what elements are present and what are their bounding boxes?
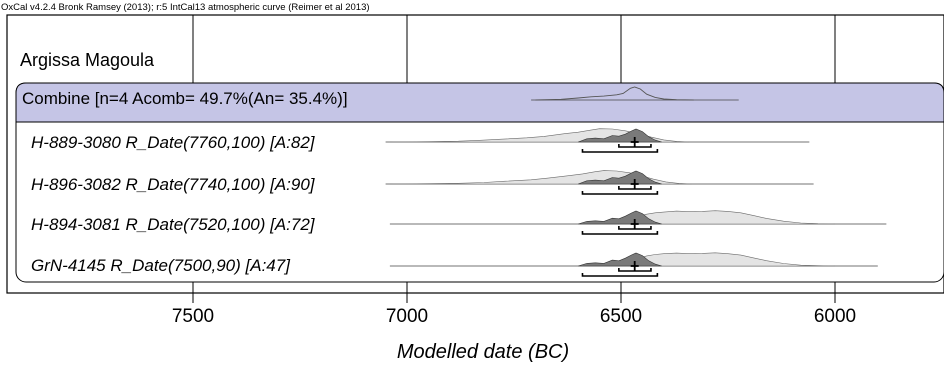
row-label: H-889-3080 R_Date(7760,100) [A:82] xyxy=(31,133,316,152)
x-tick-label: 6000 xyxy=(814,306,856,327)
row-3: H-896-3082 R_Date(7740,100) [A:90] xyxy=(31,170,814,195)
x-tick-label: 6500 xyxy=(600,306,642,327)
row-5: GrN-4145 R_Date(7500,90) [A:47] xyxy=(31,252,878,277)
posterior-distribution xyxy=(578,210,662,225)
x-axis-label: Modelled date (BC) xyxy=(397,341,569,363)
range-95-bracket xyxy=(581,149,659,153)
posterior-distribution xyxy=(578,128,662,143)
row-label: H-896-3082 R_Date(7740,100) [A:90] xyxy=(31,175,316,194)
row-2: H-889-3080 R_Date(7760,100) [A:82] xyxy=(31,128,810,153)
posterior-distribution xyxy=(578,252,662,267)
row-label: Combine [n=4 Acomb= 49.7%(An= 35.4%)] xyxy=(22,89,348,108)
row-4: H-894-3081 R_Date(7520,100) [A:72] xyxy=(31,210,887,235)
x-tick-label: 7000 xyxy=(386,306,428,327)
posterior-distribution xyxy=(578,170,662,185)
row-label: H-894-3081 R_Date(7520,100) [A:72] xyxy=(31,215,316,234)
combine-distribution xyxy=(535,86,694,101)
plot-title: Argissa Magoula xyxy=(20,50,155,70)
rows: Combine [n=4 Acomb= 49.7%(An= 35.4%)] H-8… xyxy=(22,86,887,277)
plot-frame xyxy=(6,14,944,294)
range-95-bracket xyxy=(581,273,659,277)
range-95-bracket xyxy=(581,191,659,195)
x-axis: 7500 7000 6500 6000 xyxy=(172,306,856,327)
row-1: Combine [n=4 Acomb= 49.7%(An= 35.4%)] xyxy=(22,86,739,108)
row-label: GrN-4145 R_Date(7500,90) [A:47] xyxy=(31,256,291,275)
x-tick-label: 7500 xyxy=(172,306,214,327)
credit-text: OxCal v4.2.4 Bronk Ramsey (2013); r:5 In… xyxy=(1,2,370,13)
range-95-bracket xyxy=(581,231,659,235)
